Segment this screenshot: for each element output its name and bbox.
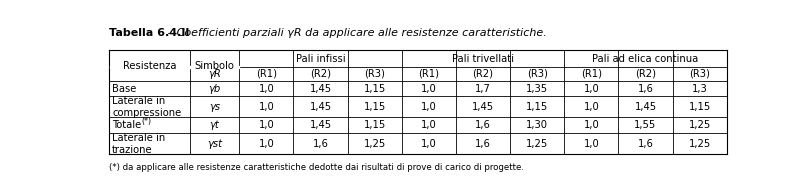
Text: Laterale in
compressione: Laterale in compressione: [112, 96, 182, 118]
Text: 1,25: 1,25: [689, 120, 710, 130]
Text: 1,0: 1,0: [421, 102, 436, 112]
Text: (R2): (R2): [635, 69, 656, 79]
Text: (*): (*): [141, 117, 151, 126]
Text: 1,3: 1,3: [692, 84, 707, 94]
Text: (R3): (R3): [689, 69, 710, 79]
Text: 1,0: 1,0: [259, 120, 274, 130]
Text: (R2): (R2): [310, 69, 331, 79]
Text: 1,15: 1,15: [526, 102, 548, 112]
Text: 1,25: 1,25: [363, 138, 386, 149]
Text: γst: γst: [207, 138, 222, 149]
Text: 1,0: 1,0: [583, 102, 599, 112]
Text: 1,6: 1,6: [475, 138, 491, 149]
Text: 1,15: 1,15: [689, 102, 710, 112]
Text: 1,0: 1,0: [583, 84, 599, 94]
Text: 1,0: 1,0: [259, 138, 274, 149]
Text: γR: γR: [208, 69, 221, 79]
Text: 1,0: 1,0: [259, 102, 274, 112]
Text: (R2): (R2): [473, 69, 493, 79]
Text: γs: γs: [209, 102, 220, 112]
Text: 1,6: 1,6: [312, 138, 328, 149]
Text: (R1): (R1): [255, 69, 277, 79]
Text: (*) da applicare alle resistenze caratteristiche dedotte dai risultati di prove : (*) da applicare alle resistenze caratte…: [109, 163, 524, 172]
Text: (R1): (R1): [418, 69, 440, 79]
Text: (R3): (R3): [526, 69, 547, 79]
Text: 1,15: 1,15: [363, 120, 386, 130]
Text: Base: Base: [112, 84, 136, 94]
Text: 1,45: 1,45: [472, 102, 494, 112]
Text: – Coefficienti parziali γR da applicare alle resistenze caratteristiche.: – Coefficienti parziali γR da applicare …: [164, 28, 547, 38]
Text: 1,0: 1,0: [583, 120, 599, 130]
Text: 1,0: 1,0: [259, 84, 274, 94]
Text: 1,15: 1,15: [363, 102, 386, 112]
Text: (R3): (R3): [364, 69, 385, 79]
Text: Totale: Totale: [112, 120, 141, 130]
Text: 1,6: 1,6: [475, 120, 491, 130]
Text: Simbolo: Simbolo: [195, 61, 234, 71]
Text: 1,25: 1,25: [526, 138, 548, 149]
Text: 1,45: 1,45: [310, 120, 332, 130]
Text: Pali infissi: Pali infissi: [296, 54, 345, 64]
Text: 1,6: 1,6: [637, 84, 654, 94]
Text: 1,45: 1,45: [310, 84, 332, 94]
Text: Pali trivellati: Pali trivellati: [452, 54, 514, 64]
Text: 1,25: 1,25: [689, 138, 710, 149]
Text: Laterale in
trazione: Laterale in trazione: [112, 133, 165, 154]
Text: (R1): (R1): [581, 69, 602, 79]
Text: γt: γt: [210, 120, 220, 130]
Text: Tabella 6.4.II: Tabella 6.4.II: [109, 28, 189, 38]
Text: Resistenza: Resistenza: [122, 61, 176, 71]
Text: 1,30: 1,30: [526, 120, 548, 130]
Text: 1,45: 1,45: [310, 102, 332, 112]
Text: 1,35: 1,35: [526, 84, 548, 94]
Text: 1,0: 1,0: [421, 84, 436, 94]
Text: 1,6: 1,6: [637, 138, 654, 149]
Text: γb: γb: [208, 84, 221, 94]
Bar: [109, 66, 238, 68]
Text: 1,0: 1,0: [583, 138, 599, 149]
Text: 1,0: 1,0: [421, 120, 436, 130]
Text: 1,0: 1,0: [421, 138, 436, 149]
Text: 1,7: 1,7: [475, 84, 491, 94]
Text: Pali ad elica continua: Pali ad elica continua: [592, 54, 698, 64]
Text: 1,45: 1,45: [634, 102, 657, 112]
Text: 1,55: 1,55: [634, 120, 657, 130]
Text: 1,15: 1,15: [363, 84, 386, 94]
